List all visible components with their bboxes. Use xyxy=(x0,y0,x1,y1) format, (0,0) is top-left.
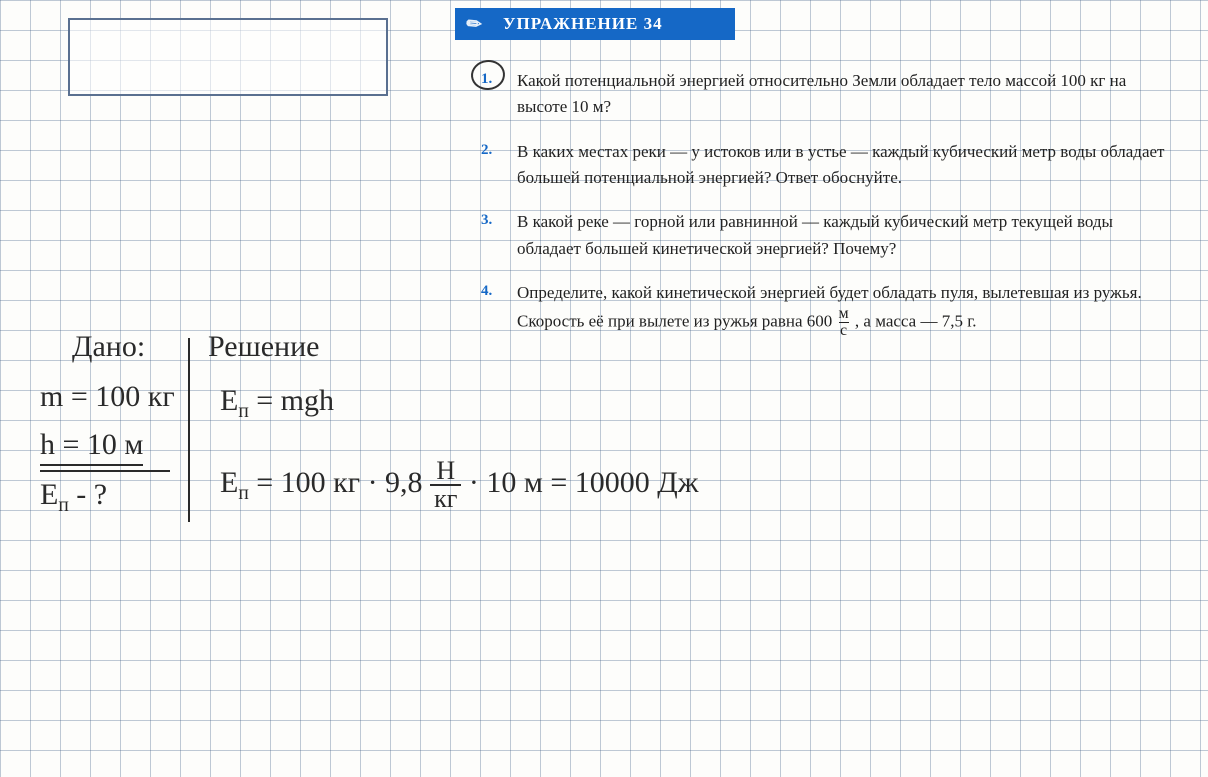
hw-formula: Eп = mgh xyxy=(220,384,334,423)
question-2: 2. В каких местах реки — у истоков или в… xyxy=(517,139,1169,192)
question-number: 3. xyxy=(481,209,492,232)
exercise-header: ✎ УПРАЖНЕНИЕ 34 xyxy=(455,8,735,40)
textbook-panel: ✎ УПРАЖНЕНИЕ 34 1. Какой потенциальной э… xyxy=(455,8,1187,357)
name-box xyxy=(68,18,388,96)
question-text-lead: Определите, какой кинетической энергией … xyxy=(517,283,1142,331)
question-text: В какой реке — горной или равнинной — ка… xyxy=(517,212,1113,257)
fraction-ms: м с xyxy=(839,306,849,339)
question-4: 4. Определите, какой кинетической энерги… xyxy=(517,280,1169,339)
question-3: 3. В какой реке — горной или равнинной —… xyxy=(517,209,1169,262)
question-number: 1. xyxy=(481,68,492,91)
hw-calc: Eп = 100 кг · 9,8 Н кг · 10 м = 10000 Дж xyxy=(220,458,698,512)
exercise-title: УПРАЖНЕНИЕ 34 xyxy=(503,14,663,33)
question-text-tail: , а масса — 7,5 г. xyxy=(855,312,977,331)
hw-given-m: m = 100 кг xyxy=(40,380,175,414)
question-text: В каких местах реки — у истоков или в ус… xyxy=(517,142,1164,187)
question-1: 1. Какой потенциальной энергией относите… xyxy=(517,68,1169,121)
hw-given-Ep: Eп - ? xyxy=(40,478,107,517)
hw-divider xyxy=(188,338,190,522)
question-number: 4. xyxy=(481,280,492,303)
hw-dano: Дано: xyxy=(72,330,145,364)
hw-given-rule xyxy=(40,470,170,472)
hw-frac-N-kg: Н кг xyxy=(430,458,461,512)
question-list: 1. Какой потенциальной энергией относите… xyxy=(455,68,1187,339)
pencil-icon: ✎ xyxy=(462,11,488,37)
hw-reshenie: Решение xyxy=(208,330,319,364)
question-number: 2. xyxy=(481,139,492,162)
hw-given-h: h = 10 м xyxy=(40,428,143,466)
question-text: Какой потенциальной энергией относительн… xyxy=(517,71,1126,116)
